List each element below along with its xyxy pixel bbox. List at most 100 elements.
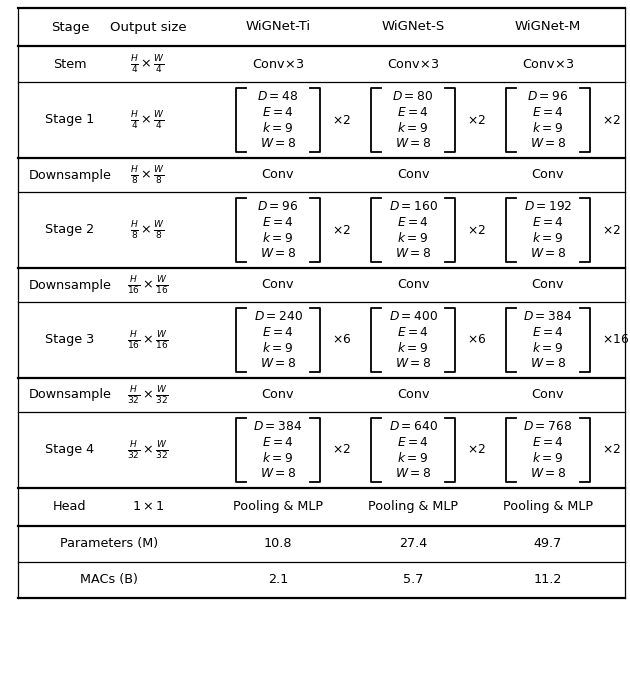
- Text: Conv: Conv: [532, 389, 564, 402]
- Text: $\times 2$: $\times 2$: [467, 114, 486, 127]
- Text: $\times 2$: $\times 2$: [602, 444, 621, 457]
- Text: $D = 160$: $D = 160$: [389, 200, 437, 213]
- Text: Conv: Conv: [397, 279, 429, 292]
- Text: $W = 8$: $W = 8$: [260, 247, 296, 260]
- Text: Stage: Stage: [51, 21, 89, 34]
- Text: $D = 96$: $D = 96$: [527, 90, 569, 103]
- Text: Stem: Stem: [54, 58, 87, 70]
- Text: $\frac{H}{32} \times \frac{W}{32}$: $\frac{H}{32} \times \frac{W}{32}$: [127, 439, 169, 461]
- Text: Downsample: Downsample: [28, 169, 112, 182]
- Text: $E = 4$: $E = 4$: [262, 436, 294, 449]
- Text: $\frac{H}{16} \times \frac{W}{16}$: $\frac{H}{16} \times \frac{W}{16}$: [127, 274, 169, 296]
- Text: Pooling & MLP: Pooling & MLP: [233, 500, 323, 513]
- Text: Downsample: Downsample: [28, 279, 112, 292]
- Text: 49.7: 49.7: [534, 537, 562, 550]
- Text: Pooling & MLP: Pooling & MLP: [368, 500, 458, 513]
- Text: Conv$\times$3: Conv$\times$3: [522, 58, 574, 70]
- Text: $\times 2$: $\times 2$: [467, 224, 486, 237]
- Text: 10.8: 10.8: [264, 537, 292, 550]
- Text: $\times 2$: $\times 2$: [332, 444, 351, 457]
- Text: $\frac{H}{8} \times \frac{W}{8}$: $\frac{H}{8} \times \frac{W}{8}$: [130, 164, 166, 186]
- Text: $k = 9$: $k = 9$: [398, 341, 428, 355]
- Text: MACs (B): MACs (B): [80, 574, 138, 586]
- Text: $\times 6$: $\times 6$: [332, 334, 352, 347]
- Text: 2.1: 2.1: [268, 574, 288, 586]
- Text: $W = 8$: $W = 8$: [530, 137, 566, 150]
- Text: $k = 9$: $k = 9$: [532, 230, 563, 245]
- Text: Conv: Conv: [397, 169, 429, 182]
- Text: $W = 8$: $W = 8$: [260, 137, 296, 150]
- Text: Output size: Output size: [110, 21, 186, 34]
- Text: Conv: Conv: [532, 169, 564, 182]
- Text: $D = 384$: $D = 384$: [524, 310, 573, 323]
- Text: $\times 2$: $\times 2$: [602, 114, 621, 127]
- Text: $k = 9$: $k = 9$: [532, 341, 563, 355]
- Text: $W = 8$: $W = 8$: [530, 247, 566, 260]
- Text: $E = 4$: $E = 4$: [532, 325, 564, 338]
- Text: $E = 4$: $E = 4$: [397, 325, 429, 338]
- Text: $D = 192$: $D = 192$: [524, 200, 572, 213]
- Text: $W = 8$: $W = 8$: [395, 357, 431, 369]
- Text: $\frac{H}{8} \times \frac{W}{8}$: $\frac{H}{8} \times \frac{W}{8}$: [130, 219, 166, 241]
- Text: $W = 8$: $W = 8$: [260, 466, 296, 480]
- Text: Stage 2: Stage 2: [45, 224, 94, 237]
- Text: $E = 4$: $E = 4$: [532, 216, 564, 228]
- Text: $D = 768$: $D = 768$: [524, 420, 573, 433]
- Text: $k = 9$: $k = 9$: [263, 230, 294, 245]
- Text: $k = 9$: $k = 9$: [532, 121, 563, 135]
- Text: 27.4: 27.4: [399, 537, 427, 550]
- Text: $\times 2$: $\times 2$: [602, 224, 621, 237]
- Text: $W = 8$: $W = 8$: [530, 466, 566, 480]
- Text: $W = 8$: $W = 8$: [395, 247, 431, 260]
- Text: $\times 2$: $\times 2$: [332, 224, 351, 237]
- Text: $\times 6$: $\times 6$: [467, 334, 486, 347]
- Text: $k = 9$: $k = 9$: [263, 341, 294, 355]
- Text: $\times 16$: $\times 16$: [602, 334, 629, 347]
- Text: $1 \times 1$: $1 \times 1$: [132, 500, 164, 513]
- Text: $D = 48$: $D = 48$: [258, 90, 299, 103]
- Text: $\frac{H}{4} \times \frac{W}{4}$: $\frac{H}{4} \times \frac{W}{4}$: [130, 53, 166, 75]
- Text: $E = 4$: $E = 4$: [262, 106, 294, 119]
- Text: Stage 4: Stage 4: [45, 444, 94, 457]
- Text: $\frac{H}{32} \times \frac{W}{32}$: $\frac{H}{32} \times \frac{W}{32}$: [127, 384, 169, 406]
- Text: Parameters (M): Parameters (M): [60, 537, 158, 550]
- Text: Downsample: Downsample: [28, 389, 112, 402]
- Text: $\times 2$: $\times 2$: [467, 444, 486, 457]
- Text: Conv$\times$3: Conv$\times$3: [387, 58, 439, 70]
- Text: $k = 9$: $k = 9$: [263, 121, 294, 135]
- Text: Conv: Conv: [261, 389, 294, 402]
- Text: $D = 80$: $D = 80$: [392, 90, 433, 103]
- Text: Conv$\times$3: Conv$\times$3: [252, 58, 304, 70]
- Text: $\frac{H}{16} \times \frac{W}{16}$: $\frac{H}{16} \times \frac{W}{16}$: [127, 329, 169, 351]
- Text: $k = 9$: $k = 9$: [263, 451, 294, 465]
- Text: 11.2: 11.2: [534, 574, 562, 586]
- Text: $k = 9$: $k = 9$: [398, 121, 428, 135]
- Text: Stage 1: Stage 1: [45, 114, 94, 127]
- Text: 5.7: 5.7: [403, 574, 423, 586]
- Text: $k = 9$: $k = 9$: [398, 230, 428, 245]
- Text: Conv: Conv: [397, 389, 429, 402]
- Text: $\times 2$: $\times 2$: [332, 114, 351, 127]
- Text: $E = 4$: $E = 4$: [397, 106, 429, 119]
- Text: Conv: Conv: [532, 279, 564, 292]
- Text: $E = 4$: $E = 4$: [397, 216, 429, 228]
- Text: $D = 640$: $D = 640$: [389, 420, 437, 433]
- Text: $W = 8$: $W = 8$: [260, 357, 296, 369]
- Text: $D = 384$: $D = 384$: [253, 420, 302, 433]
- Text: $D = 96$: $D = 96$: [258, 200, 299, 213]
- Text: $E = 4$: $E = 4$: [532, 436, 564, 449]
- Text: $E = 4$: $E = 4$: [532, 106, 564, 119]
- Text: $W = 8$: $W = 8$: [530, 357, 566, 369]
- Text: Conv: Conv: [261, 169, 294, 182]
- Text: Conv: Conv: [261, 279, 294, 292]
- Text: $k = 9$: $k = 9$: [532, 451, 563, 465]
- Text: $E = 4$: $E = 4$: [262, 216, 294, 228]
- Text: $\frac{H}{4} \times \frac{W}{4}$: $\frac{H}{4} \times \frac{W}{4}$: [130, 109, 166, 131]
- Text: Stage 3: Stage 3: [45, 334, 94, 347]
- Text: $E = 4$: $E = 4$: [397, 436, 429, 449]
- Text: WiGNet-M: WiGNet-M: [515, 21, 581, 34]
- Text: $E = 4$: $E = 4$: [262, 325, 294, 338]
- Text: $D = 240$: $D = 240$: [253, 310, 302, 323]
- Text: $D = 400$: $D = 400$: [389, 310, 437, 323]
- Text: WiGNet-Ti: WiGNet-Ti: [246, 21, 311, 34]
